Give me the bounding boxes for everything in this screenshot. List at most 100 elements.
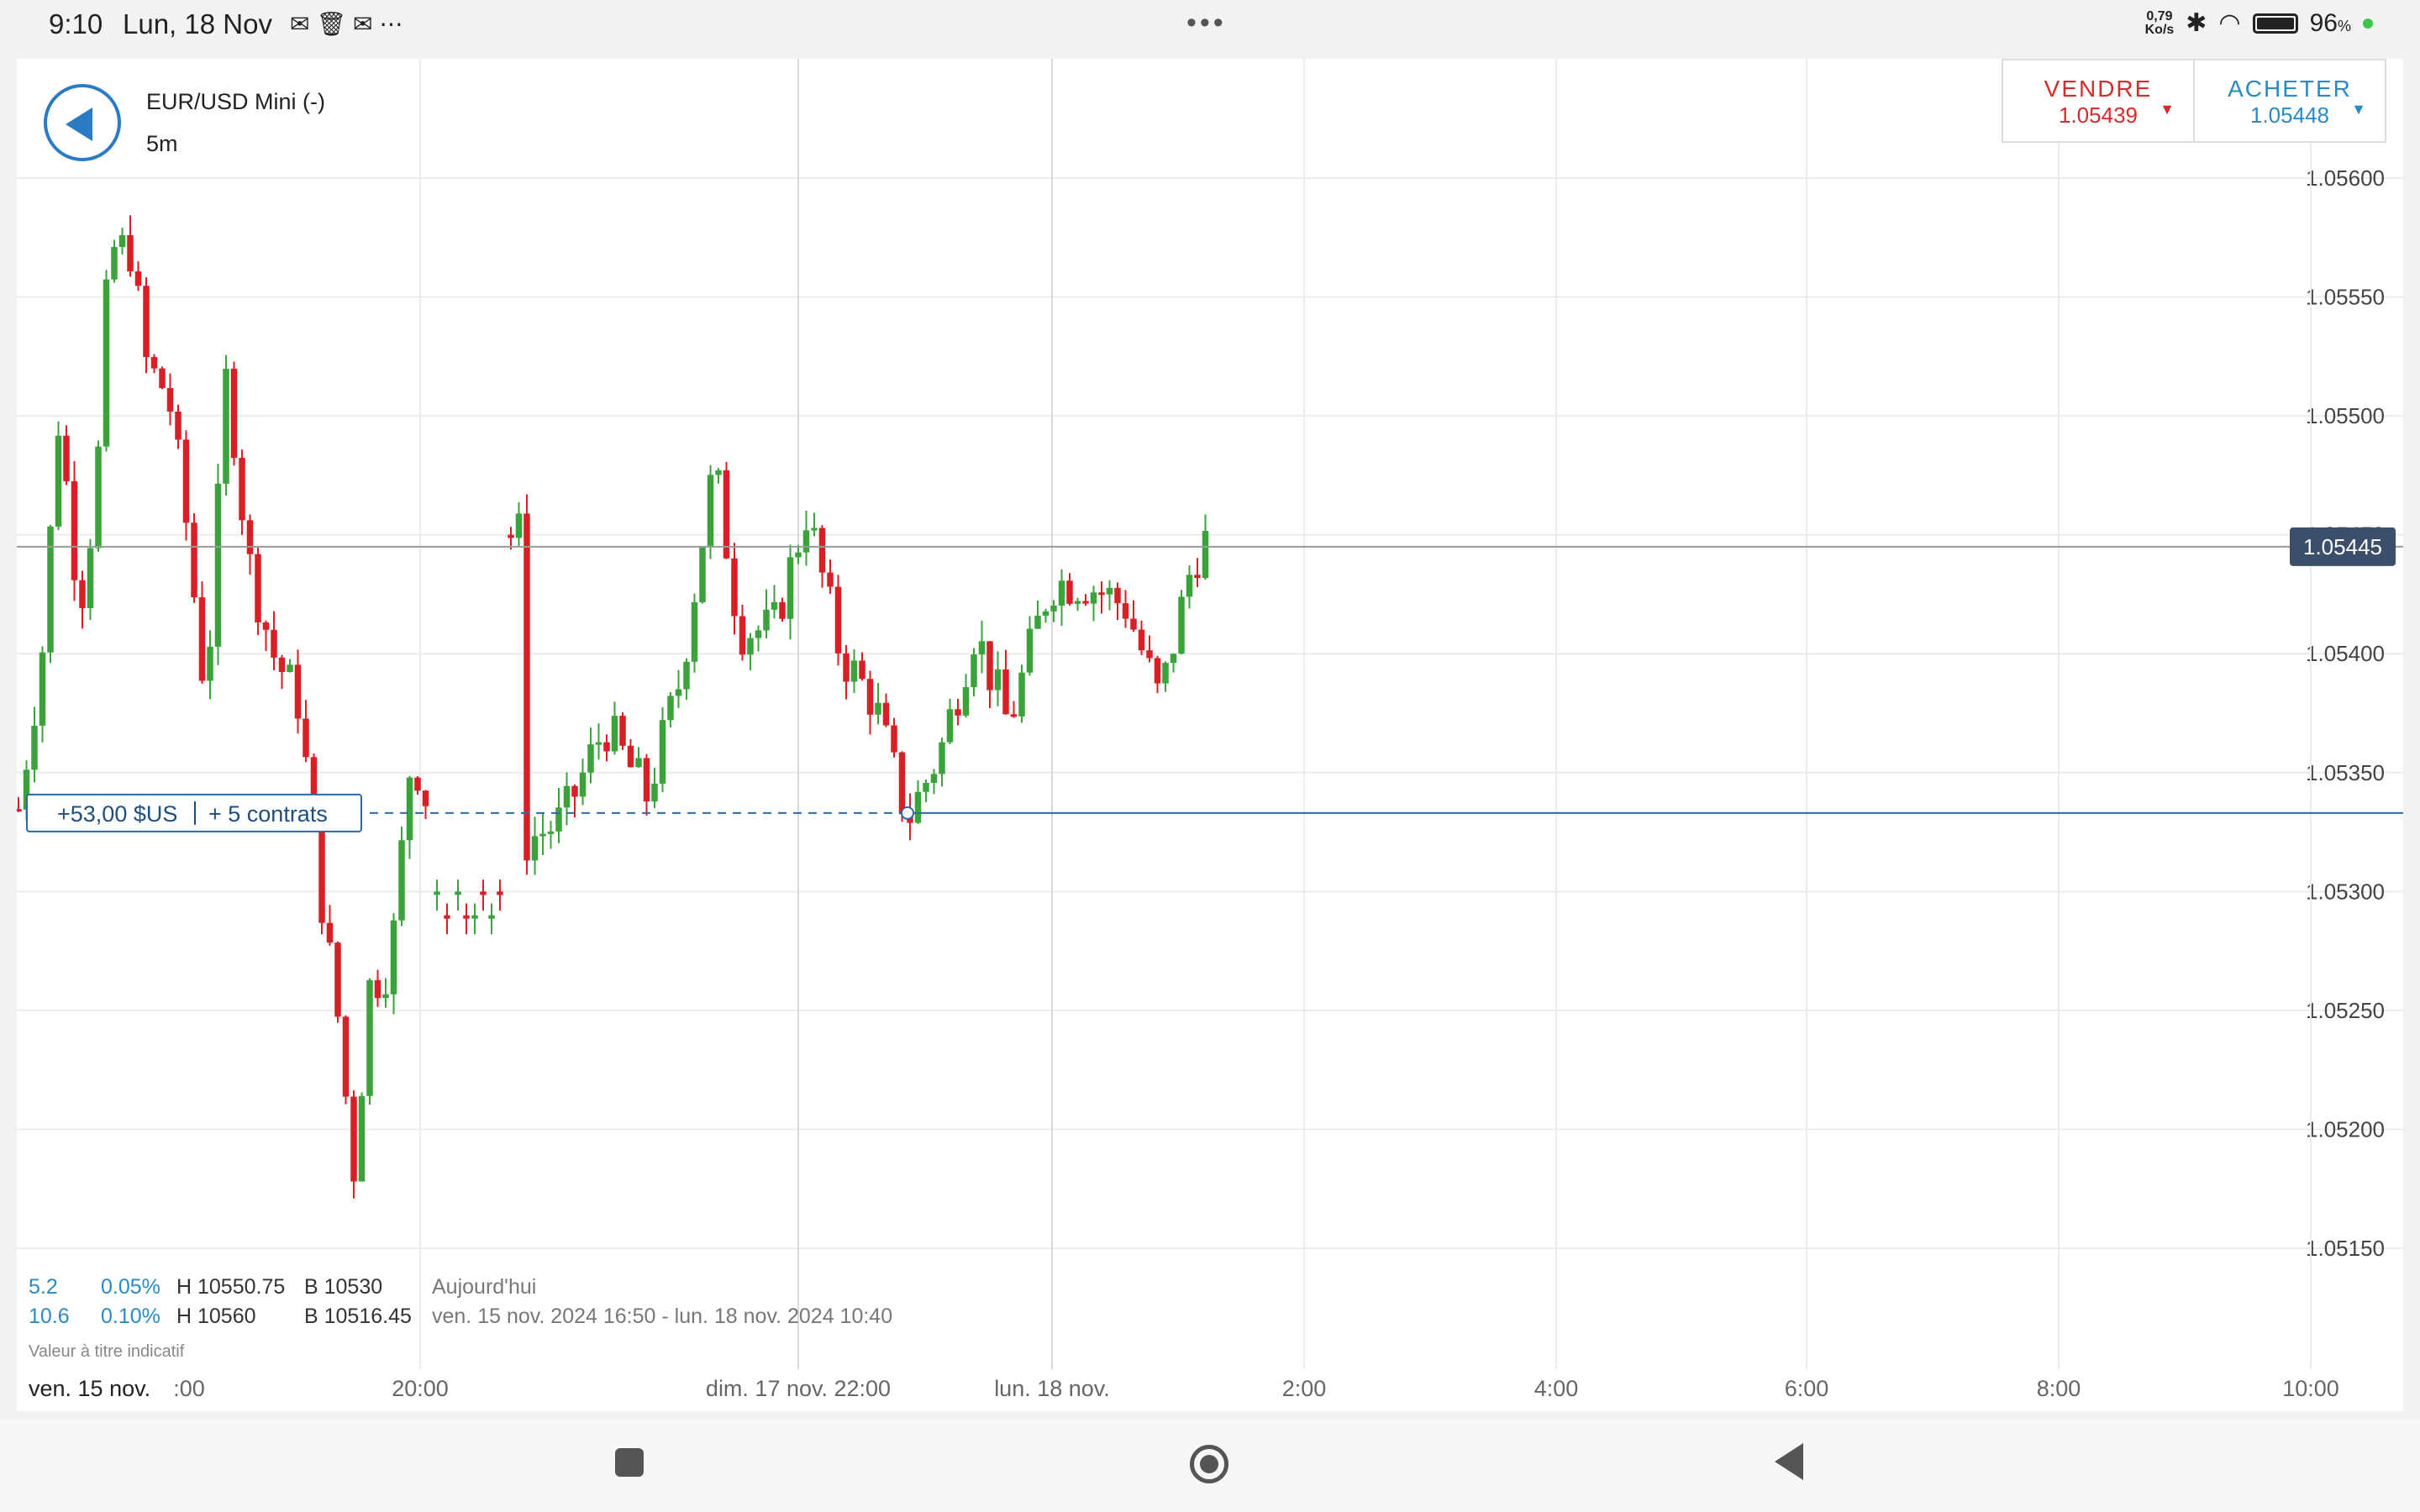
candle-body [262, 622, 270, 630]
candle-body [603, 742, 610, 752]
candle-body [207, 646, 213, 681]
candle-body [406, 777, 413, 841]
candle-body [667, 696, 674, 721]
candle-body [239, 458, 245, 521]
battery-icon [2252, 13, 2298, 34]
candle-body [891, 725, 897, 753]
candle-body [643, 758, 650, 802]
home-button[interactable] [1176, 1420, 1244, 1512]
candle-body [95, 446, 102, 549]
candle-body [1186, 575, 1193, 597]
charging-dot-icon [2363, 18, 2373, 29]
candle-body [342, 1016, 350, 1097]
candle-body [611, 716, 618, 752]
candle-body [463, 915, 470, 919]
sell-label: VENDRE [2044, 76, 2153, 102]
system-back-button[interactable] [1756, 1420, 1823, 1512]
buy-button[interactable]: ACHETER 1.05448 ▼ [2195, 60, 2385, 141]
candle-body [898, 752, 906, 815]
back-button[interactable] [44, 84, 121, 161]
recents-square-icon [615, 1448, 644, 1477]
window-menu-icon[interactable]: ••• [1186, 7, 1227, 39]
price-chart[interactable]: 1.056001.055501.055001.054501.054001.053… [17, 59, 2403, 1411]
home-circle-icon [1190, 1445, 1228, 1483]
candle-body [39, 652, 46, 726]
stat-high-today: H 10550.75 [176, 1275, 285, 1299]
y-axis-label: 1.05350 [2306, 760, 2385, 785]
stat-pct-range: 0.10% [101, 1305, 160, 1328]
candle-body [1082, 601, 1089, 604]
buy-label: ACHETER [2228, 76, 2352, 102]
candle-body [1106, 587, 1113, 595]
stat-high-range: H 10560 [176, 1305, 256, 1328]
candle-body [914, 791, 922, 823]
candle-body [134, 271, 142, 286]
candle-body [651, 783, 658, 802]
y-axis-label: 1.05600 [2306, 165, 2385, 191]
candle-body [127, 234, 134, 272]
candle-body [271, 629, 277, 658]
candle-body [366, 979, 373, 1096]
notification-icons: ✉🗑✉⋯ [290, 10, 409, 38]
candle-body [707, 475, 714, 548]
candle-body [818, 528, 826, 573]
chart-screen: 1.056001.055501.055001.054501.054001.053… [17, 59, 2403, 1411]
candle-body [1058, 580, 1065, 606]
candle-body [198, 597, 206, 681]
candle-body [619, 716, 626, 746]
candle-body [255, 554, 261, 622]
candle-body [23, 769, 30, 810]
timeframe-label[interactable]: 5m [146, 131, 178, 156]
candle-body [747, 638, 754, 655]
candle-body [1202, 530, 1209, 579]
candle-body [350, 1096, 357, 1182]
position-pnl: +53,00 $US [57, 801, 177, 827]
candle-body [230, 368, 238, 459]
candle-body [531, 836, 539, 861]
candle-body [334, 942, 341, 1017]
stat-period-range: ven. 15 nov. 2024 16:50 - lun. 18 nov. 2… [432, 1305, 892, 1328]
candle-body [55, 435, 62, 527]
candle-body [978, 641, 986, 655]
buy-price: 1.05448 [2250, 102, 2329, 128]
trade-panel: VENDRE 1.05439 ▼ ACHETER 1.05448 ▼ [2002, 59, 2386, 143]
buy-dropdown-icon[interactable]: ▼ [2351, 101, 2366, 118]
candle-body [1074, 601, 1081, 604]
x-axis-label: 10:00 [2282, 1376, 2339, 1401]
recents-button[interactable] [597, 1420, 664, 1512]
current-price-tag [2290, 527, 2396, 566]
candle-body [87, 548, 94, 608]
candle-body [47, 526, 54, 653]
candle-body [1170, 654, 1177, 664]
stat-period-today: Aujourd'hui [432, 1275, 536, 1299]
sell-dropdown-icon[interactable]: ▼ [2160, 101, 2175, 118]
candle-body [497, 891, 503, 895]
candle-body [587, 744, 594, 773]
candle-body [986, 641, 993, 690]
candle-body [923, 783, 929, 792]
net-speed: 0,79 Ko/s [2145, 9, 2175, 37]
trash-icon: 🗑 [316, 11, 354, 37]
sell-button[interactable]: VENDRE 1.05439 ▼ [2003, 60, 2195, 141]
candle-body [310, 757, 318, 816]
candle-body [414, 777, 421, 791]
candle-body [79, 580, 86, 608]
candle-body [398, 840, 405, 921]
battery-unit: % [2337, 17, 2351, 34]
candle-body [1122, 603, 1129, 619]
candle-body [675, 689, 682, 696]
candle-body [875, 702, 881, 715]
candle-body [795, 552, 802, 558]
candle-body [1042, 611, 1050, 616]
candle-body [1010, 714, 1018, 717]
wifi-icon: ◠ [2218, 9, 2241, 37]
instrument-name: EUR/USD Mini (-) [146, 89, 325, 114]
candle-body [455, 891, 461, 895]
candle-body [962, 686, 970, 716]
candle-body [71, 480, 78, 580]
x-axis-label: 20:00 [392, 1376, 449, 1401]
candle-body [31, 725, 38, 770]
candle-body [771, 601, 778, 610]
notification-icon: ✉ [353, 11, 380, 37]
candle-body [1018, 672, 1025, 717]
